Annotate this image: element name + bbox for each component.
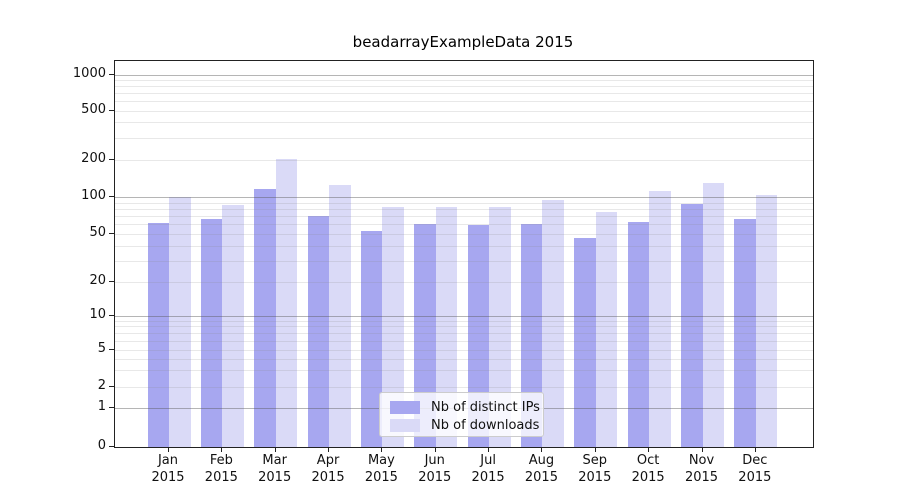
x-tick-mark-feb [221,447,223,452]
y-tick-mark-10 [109,314,114,316]
bar-ips-nov [681,203,703,447]
bar-ips-aug [520,224,543,447]
y-tick-label-200: 200 [81,150,106,166]
legend-label-downloads: Nb of downloads [431,417,540,433]
bar-downloads-feb [222,205,244,447]
bar-ips-may [360,230,383,447]
y-tick-label-500: 500 [81,101,106,117]
bar-downloads-sep [595,211,618,447]
y-tick-mark-1 [109,407,114,408]
y-tick-mark-0 [109,445,114,447]
bar-ips-jul [467,225,490,447]
x-tick-mark-sep [594,447,596,452]
x-tick-mark-jan [168,447,169,452]
x-tick-mark-apr [328,447,330,452]
bar-downloads-jan [169,197,191,447]
bar-downloads-jun [435,206,458,447]
x-tick-mark-may [381,447,383,452]
x-tick-label-may: May 2015 [364,453,398,485]
y-tick-mark-200 [109,158,114,160]
legend-label-ips: Nb of distinct IPs [431,399,540,415]
y-tick-mark-20 [109,281,114,282]
bar-downloads-mar [275,158,298,447]
legend-swatch-ips [390,400,420,414]
bar-ips-feb [200,219,223,447]
bars-layer [115,61,813,447]
y-tick-label-1: 1 [97,399,106,414]
legend-swatch-downloads [390,418,420,432]
x-tick-mark-jun [434,447,436,452]
y-tick-label-2: 2 [97,378,106,393]
y-tick-mark-1000 [109,73,114,75]
x-tick-mark-mar [274,447,276,452]
x-tick-label-jul: Jul 2015 [471,453,505,485]
x-tick-label-jun: Jun 2015 [418,453,452,485]
x-tick-mark-nov [701,447,703,452]
y-tick-label-10: 10 [89,306,106,322]
bar-downloads-oct [649,190,671,447]
x-tick-label-dec: Dec 2015 [738,453,772,485]
y-tick-label-100: 100 [81,188,106,203]
y-tick-label-1000: 1000 [72,65,106,81]
y-tick-label-0: 0 [97,437,106,453]
y-tick-mark-100 [109,196,114,197]
y-tick-mark-500 [109,109,114,111]
x-tick-label-oct: Oct 2015 [631,453,665,485]
bar-downloads-aug [542,200,564,447]
chart-title: beadarrayExampleData 2015 [352,33,574,51]
bar-ips-sep [574,238,596,447]
x-tick-label-nov: Nov 2015 [684,453,719,485]
bar-ips-jan [147,222,169,447]
plot-area [114,60,814,448]
bar-downloads-jul [489,206,511,447]
bar-ips-apr [307,216,330,447]
legend: Nb of distinct IPs Nb of downloads [379,392,544,437]
x-tick-mark-oct [648,447,650,452]
y-tick-label-5: 5 [97,340,106,356]
bar-ips-mar [254,189,276,447]
x-tick-mark-aug [541,447,543,452]
y-tick-mark-2 [109,386,114,387]
y-tick-mark-5 [109,348,114,350]
y-tick-label-50: 50 [89,225,106,240]
x-tick-label-sep: Sep 2015 [578,453,612,485]
bar-downloads-apr [329,185,351,447]
x-tick-label-apr: Apr 2015 [311,453,345,485]
bar-ips-oct [627,221,650,447]
legend-row-downloads: Nb of downloads [390,416,539,434]
x-tick-mark-jul [488,447,490,452]
bar-ips-dec [734,219,756,447]
x-tick-label-mar: Mar 2015 [258,453,292,485]
bar-downloads-may [382,206,404,447]
y-tick-label-20: 20 [89,273,106,288]
y-tick-mark-50 [109,233,114,234]
bar-downloads-nov [702,183,724,447]
legend-row-ips: Nb of distinct IPs [390,398,540,416]
bar-ips-jun [414,224,436,447]
bar-downloads-dec [755,195,778,447]
x-tick-mark-dec [754,447,756,452]
x-tick-label-feb: Feb 2015 [204,453,238,485]
x-tick-label-aug: Aug 2015 [524,453,558,485]
x-tick-label-jan: Jan 2015 [151,453,185,485]
